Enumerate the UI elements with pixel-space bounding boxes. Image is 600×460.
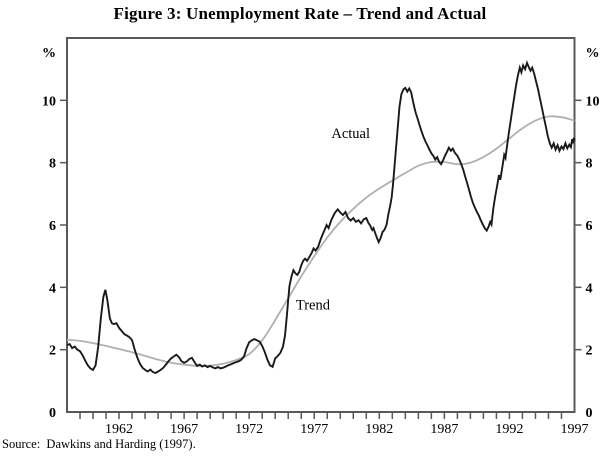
y-tick-label-right: 4	[586, 281, 593, 296]
x-tick-label: 1977	[300, 422, 328, 437]
x-tick-label: 1972	[235, 422, 263, 437]
y-tick-label-right: 10	[586, 94, 600, 109]
y-tick-label-left: 2	[49, 344, 56, 359]
x-tick-label: 1962	[105, 422, 133, 437]
actual-line	[66, 60, 576, 375]
y-axis-unit-left: %	[42, 46, 56, 61]
y-tick-label-left: 4	[49, 281, 56, 296]
x-tick-label: 1997	[561, 422, 589, 437]
y-tick-label-left: 6	[49, 219, 56, 234]
y-tick-label-right: 2	[586, 344, 593, 359]
y-axis-unit-right: %	[586, 46, 600, 61]
series-label-actual: Actual	[331, 126, 370, 142]
source-note: Source: Dawkins and Harding (1997).	[2, 437, 196, 451]
y-tick-label-right: 0	[586, 406, 593, 421]
x-tick-label: 1982	[365, 422, 393, 437]
series-label-trend: Trend	[296, 297, 331, 313]
y-tick-label-left: 0	[49, 406, 56, 421]
x-tick-label: 1967	[170, 422, 198, 437]
y-tick-label-right: 8	[586, 157, 593, 172]
y-tick-label-left: 10	[42, 94, 56, 109]
figure-title: Figure 3: Unemployment Rate – Trend and …	[113, 4, 487, 23]
y-tick-label-right: 6	[586, 219, 593, 234]
trend-line	[66, 115, 575, 367]
x-tick-label: 1992	[495, 422, 523, 437]
y-tick-label-left: 8	[49, 157, 56, 172]
x-tick-label: 1987	[430, 422, 458, 437]
